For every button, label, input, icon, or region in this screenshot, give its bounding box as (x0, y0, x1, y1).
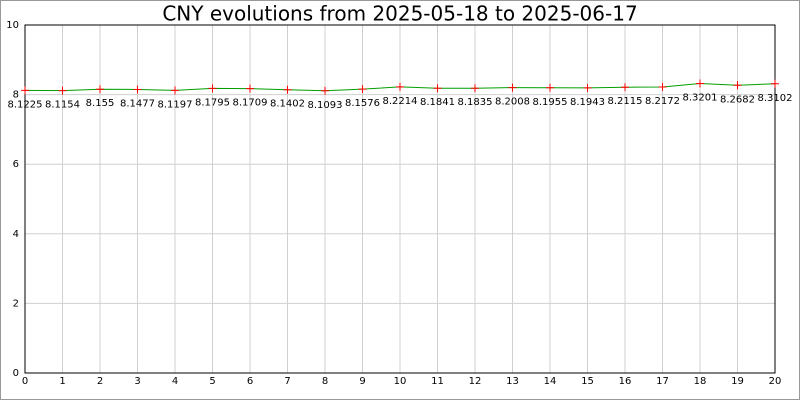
marker (283, 85, 292, 94)
marker (358, 85, 367, 94)
value-label: 8.2008 (495, 97, 530, 108)
value-label: 8.3201 (683, 92, 718, 103)
marker (58, 86, 67, 95)
x-tick-label: 15 (581, 376, 594, 387)
marker (696, 79, 704, 88)
y-tick-label: 0 (13, 368, 19, 379)
x-tick-label: 14 (544, 376, 557, 387)
value-label: 8.2214 (383, 96, 418, 107)
y-tick-label: 2 (13, 298, 19, 309)
value-label: 8.1709 (233, 98, 268, 109)
x-tick-label: 13 (506, 376, 519, 387)
x-tick-label: 4 (172, 376, 178, 387)
marker (21, 86, 29, 95)
marker (433, 84, 442, 93)
marker (321, 86, 329, 95)
value-label: 8.1835 (458, 97, 493, 108)
value-label: 8.1477 (120, 98, 155, 109)
value-label: 8.1225 (8, 99, 43, 110)
marker (471, 84, 479, 93)
y-tick-label: 10 (6, 20, 19, 31)
value-label: 8.1093 (308, 100, 343, 111)
value-label: 8.2172 (645, 96, 680, 107)
x-tick-label: 11 (431, 376, 444, 387)
marker (171, 86, 179, 95)
x-tick-label: 6 (247, 376, 253, 387)
marker (246, 84, 254, 93)
chart-title: CNY evolutions from 2025-05-18 to 2025-0… (162, 2, 637, 26)
marker (208, 84, 217, 93)
marker (771, 79, 779, 88)
x-tick-label: 3 (134, 376, 140, 387)
x-tick-label: 0 (22, 376, 28, 387)
marker (546, 83, 554, 92)
x-tick-label: 16 (619, 376, 632, 387)
x-tick-label: 19 (731, 376, 744, 387)
x-tick-label: 17 (656, 376, 669, 387)
value-label: 8.2682 (720, 94, 755, 105)
y-tick-label: 4 (13, 229, 19, 240)
value-label: 8.1402 (270, 99, 305, 110)
marker (621, 83, 629, 92)
value-label: 8.3102 (758, 93, 793, 104)
value-label: 8.1795 (195, 97, 230, 108)
value-label: 8.2115 (608, 96, 643, 107)
value-label: 8.1955 (533, 97, 568, 108)
value-label: 8.1197 (158, 99, 193, 110)
x-tick-label: 1 (59, 376, 65, 387)
y-tick-label: 6 (13, 159, 19, 170)
marker (96, 85, 104, 94)
x-tick-label: 7 (284, 376, 290, 387)
y-tick-label: 8 (13, 90, 19, 101)
value-label: 8.1576 (345, 98, 380, 109)
x-tick-label: 5 (209, 376, 215, 387)
x-tick-label: 2 (97, 376, 103, 387)
x-tick-label: 8 (322, 376, 328, 387)
value-label: 8.155 (86, 98, 115, 109)
marker (133, 85, 142, 94)
marker (508, 83, 517, 92)
value-label: 8.1841 (420, 97, 455, 108)
marker (396, 82, 404, 91)
x-tick-label: 20 (769, 376, 782, 387)
marker (658, 83, 667, 92)
marker (583, 83, 592, 92)
plot-frame (24, 24, 776, 374)
x-tick-label: 10 (394, 376, 407, 387)
marker (733, 81, 742, 90)
x-tick-label: 9 (359, 376, 365, 387)
x-tick-label: 12 (469, 376, 482, 387)
value-label: 8.1154 (45, 100, 80, 111)
x-tick-label: 18 (694, 376, 707, 387)
value-label: 8.1943 (570, 97, 605, 108)
